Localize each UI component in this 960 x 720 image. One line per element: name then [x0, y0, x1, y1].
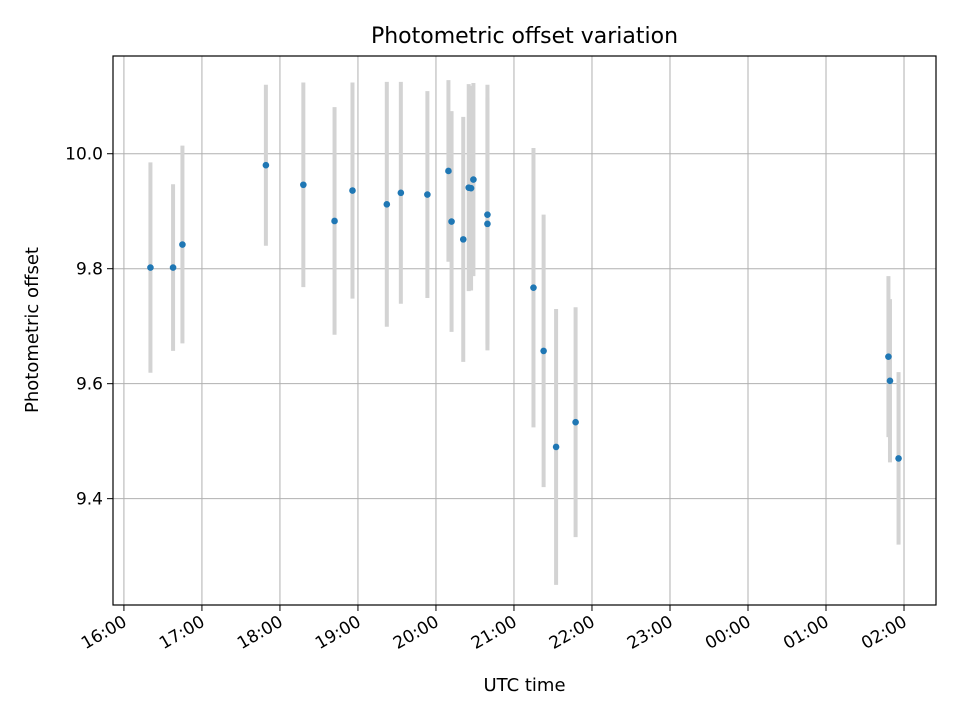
data-point	[895, 455, 902, 462]
data-point	[470, 176, 477, 183]
data-point	[383, 201, 391, 208]
data-point	[349, 187, 356, 194]
data-point	[552, 443, 560, 451]
data-point	[300, 181, 307, 189]
data-points	[147, 161, 902, 462]
data-point	[530, 284, 537, 291]
grid-lines	[113, 56, 936, 605]
data-point	[448, 218, 455, 225]
data-point	[262, 161, 270, 169]
y-tick-label: 9.8	[76, 260, 103, 280]
data-point	[885, 353, 892, 360]
data-point	[540, 347, 547, 355]
data-point	[445, 167, 452, 175]
data-point	[886, 377, 894, 385]
chart-title: Photometric offset variation	[371, 24, 678, 49]
data-point	[572, 418, 579, 426]
data-point	[459, 236, 467, 243]
data-point	[484, 220, 491, 228]
plot-frame	[112, 55, 937, 606]
y-axis-label: Photometric offset	[22, 247, 43, 413]
y-ticks: 9.4 9.6 9.8 10.0	[65, 145, 113, 510]
data-point	[397, 189, 405, 197]
data-point	[147, 264, 154, 271]
data-point	[424, 191, 431, 198]
y-tick-label: 9.4	[76, 490, 103, 510]
data-point	[467, 184, 475, 192]
data-point	[179, 241, 186, 248]
y-tick-label: 9.6	[76, 375, 103, 395]
data-point	[331, 217, 338, 225]
x-axis-label: UTC time	[483, 675, 565, 696]
data-point	[169, 264, 177, 271]
y-tick-label: 10.0	[65, 145, 103, 165]
data-point	[484, 211, 491, 218]
